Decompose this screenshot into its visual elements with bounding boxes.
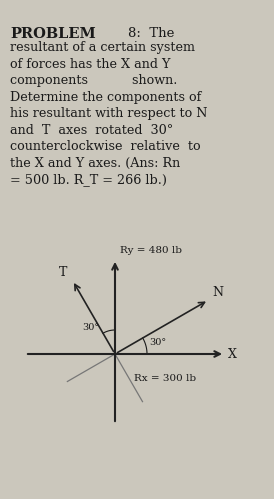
Text: counterclockwise  relative  to: counterclockwise relative to	[10, 140, 201, 153]
Text: components           shown.: components shown.	[10, 74, 177, 87]
Text: Determine the components of: Determine the components of	[10, 90, 201, 103]
Text: Ry = 480 lb: Ry = 480 lb	[120, 246, 182, 255]
Text: 30°: 30°	[82, 323, 99, 332]
Text: 30°: 30°	[149, 338, 166, 347]
Text: X: X	[228, 347, 237, 360]
Text: PROBLEM: PROBLEM	[10, 27, 96, 41]
Text: Rx = 300 lb: Rx = 300 lb	[134, 374, 196, 383]
Text: and  T  axes  rotated  30°: and T axes rotated 30°	[10, 123, 173, 137]
Text: T: T	[59, 266, 67, 279]
Text: the X and Y axes. (Ans: Rn: the X and Y axes. (Ans: Rn	[10, 157, 180, 170]
Text: 8:  The: 8: The	[128, 27, 174, 40]
Text: = 500 lb. R_T = 266 lb.): = 500 lb. R_T = 266 lb.)	[10, 173, 167, 186]
Text: his resultant with respect to N: his resultant with respect to N	[10, 107, 207, 120]
Text: of forces has the X and Y: of forces has the X and Y	[10, 57, 170, 70]
Text: resultant of a certain system: resultant of a certain system	[10, 41, 195, 54]
Text: N: N	[213, 286, 224, 299]
